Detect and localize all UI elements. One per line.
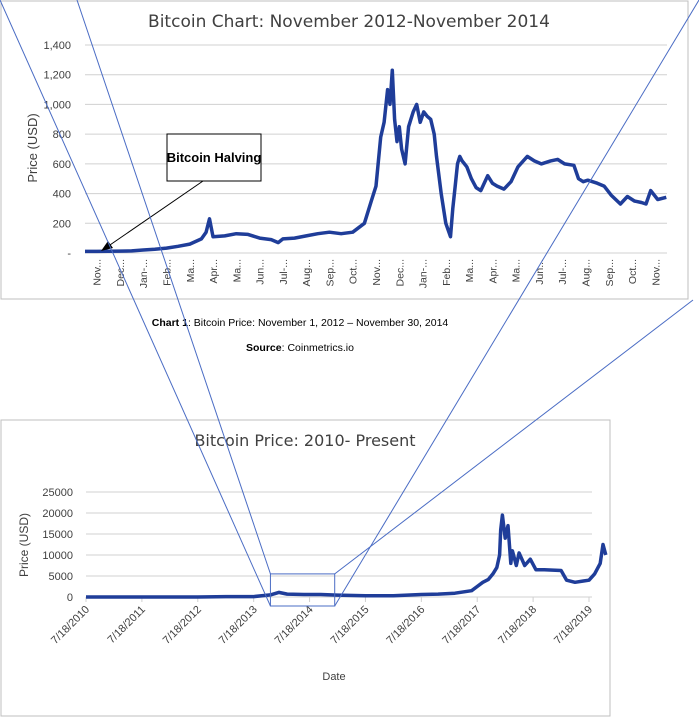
bottom-y-tick-label: 25000 (42, 487, 73, 499)
top-x-tick-label: Dec... (394, 259, 406, 286)
top-chart-frame (0, 0, 689, 300)
top-chart-price-line (85, 68, 667, 254)
top-chart-y-axis-label: Price (USD) (25, 113, 40, 182)
top-x-tick-label: Aug... (301, 259, 313, 286)
top-x-tick-label: Sep... (604, 259, 616, 286)
top-chart-x-ticks: Nov... Dec... Jan-... Feb... Ma... Apr... Ma..… (92, 259, 663, 288)
top-x-tick-label: Apr... (487, 259, 499, 284)
top-x-tick-label: Dec... (115, 259, 127, 286)
source-caption: Source: Coinmetrics.io (246, 342, 354, 354)
bottom-y-tick-label: 5000 (49, 571, 73, 583)
zoom-connector-line (0, 0, 271, 607)
bottom-y-tick-label: 10000 (42, 550, 73, 562)
top-y-tick-label: 1,400 (43, 40, 71, 52)
top-y-tick-label: 1,000 (43, 99, 71, 111)
halving-arrow-head (101, 241, 113, 251)
caption-label: Chart 1 (152, 317, 188, 329)
top-x-tick-label: Apr... (208, 259, 220, 284)
bottom-chart-x-axis-label: Date (322, 671, 345, 683)
top-x-tick-label: Ma... (231, 259, 243, 282)
zoom-connector-lines (0, 0, 699, 607)
top-y-tick-label: 400 (53, 189, 71, 201)
halving-annotation-box (166, 133, 262, 182)
bottom-chart-y-axis-label: Price (USD) (17, 513, 31, 577)
zoom-highlight-box (269, 573, 336, 607)
top-y-tick-label: 200 (53, 218, 71, 230)
top-x-tick-label: Nov... (650, 259, 662, 286)
top-x-tick-label: Jul-... (278, 259, 290, 285)
bottom-chart-title: Bitcoin Price: 2010- Present (194, 431, 415, 450)
top-x-tick-label: Nov... (371, 259, 383, 286)
top-x-tick-label: Ma... (464, 259, 476, 282)
source-label: Source (246, 342, 282, 354)
source-text: : Coinmetrics.io (282, 342, 355, 354)
top-x-tick-label: Feb... (161, 259, 173, 286)
top-x-tick-label: Oct... (348, 259, 360, 284)
top-x-tick-label: Jan-... (138, 259, 150, 288)
top-x-tick-label: Jun... (534, 259, 546, 285)
bottom-y-tick-label: 15000 (42, 529, 73, 541)
halving-arrow-line (106, 180, 204, 248)
top-x-tick-label: Ma... (185, 259, 197, 282)
bottom-y-tick-label: 0 (67, 592, 73, 604)
top-y-tick-label: 800 (53, 129, 71, 141)
top-x-tick-label: Jan-... (418, 259, 430, 288)
halving-annotation-label: Bitcoin Halving (167, 150, 262, 165)
top-x-tick-label: Nov... (92, 259, 104, 286)
top-y-tick-label: - (67, 248, 71, 260)
bottom-chart-frame (0, 419, 611, 717)
top-x-tick-label: Feb... (441, 259, 453, 286)
top-x-tick-label: Oct... (627, 259, 639, 284)
top-x-tick-label: Jul-... (557, 259, 569, 285)
bottom-chart-price-line (86, 513, 608, 599)
top-x-tick-label: Aug... (581, 259, 593, 286)
caption-text: : Bitcoin Price: November 1, 2012 – Nove… (188, 317, 448, 329)
zoom-connector-line (76, 0, 271, 575)
bottom-chart-y-ticks: 0 5000 10000 15000 20000 25000 (42, 487, 73, 604)
top-y-tick-label: 600 (53, 159, 71, 171)
top-x-tick-label: Sep... (324, 259, 336, 286)
chart-caption: Chart 1: Bitcoin Price: November 1, 2012… (152, 317, 449, 329)
zoom-connector-line (334, 0, 699, 607)
top-x-tick-label: Ma... (511, 259, 523, 282)
zoom-connector-line (334, 299, 694, 575)
top-chart-y-ticks: - 200 400 600 800 1,000 1,200 1,400 (43, 40, 71, 260)
bottom-y-tick-label: 20000 (42, 508, 73, 520)
top-y-tick-label: 1,200 (43, 70, 71, 82)
top-x-tick-label: Jun... (255, 259, 267, 285)
top-chart-title: Bitcoin Chart: November 2012-November 20… (148, 12, 550, 32)
